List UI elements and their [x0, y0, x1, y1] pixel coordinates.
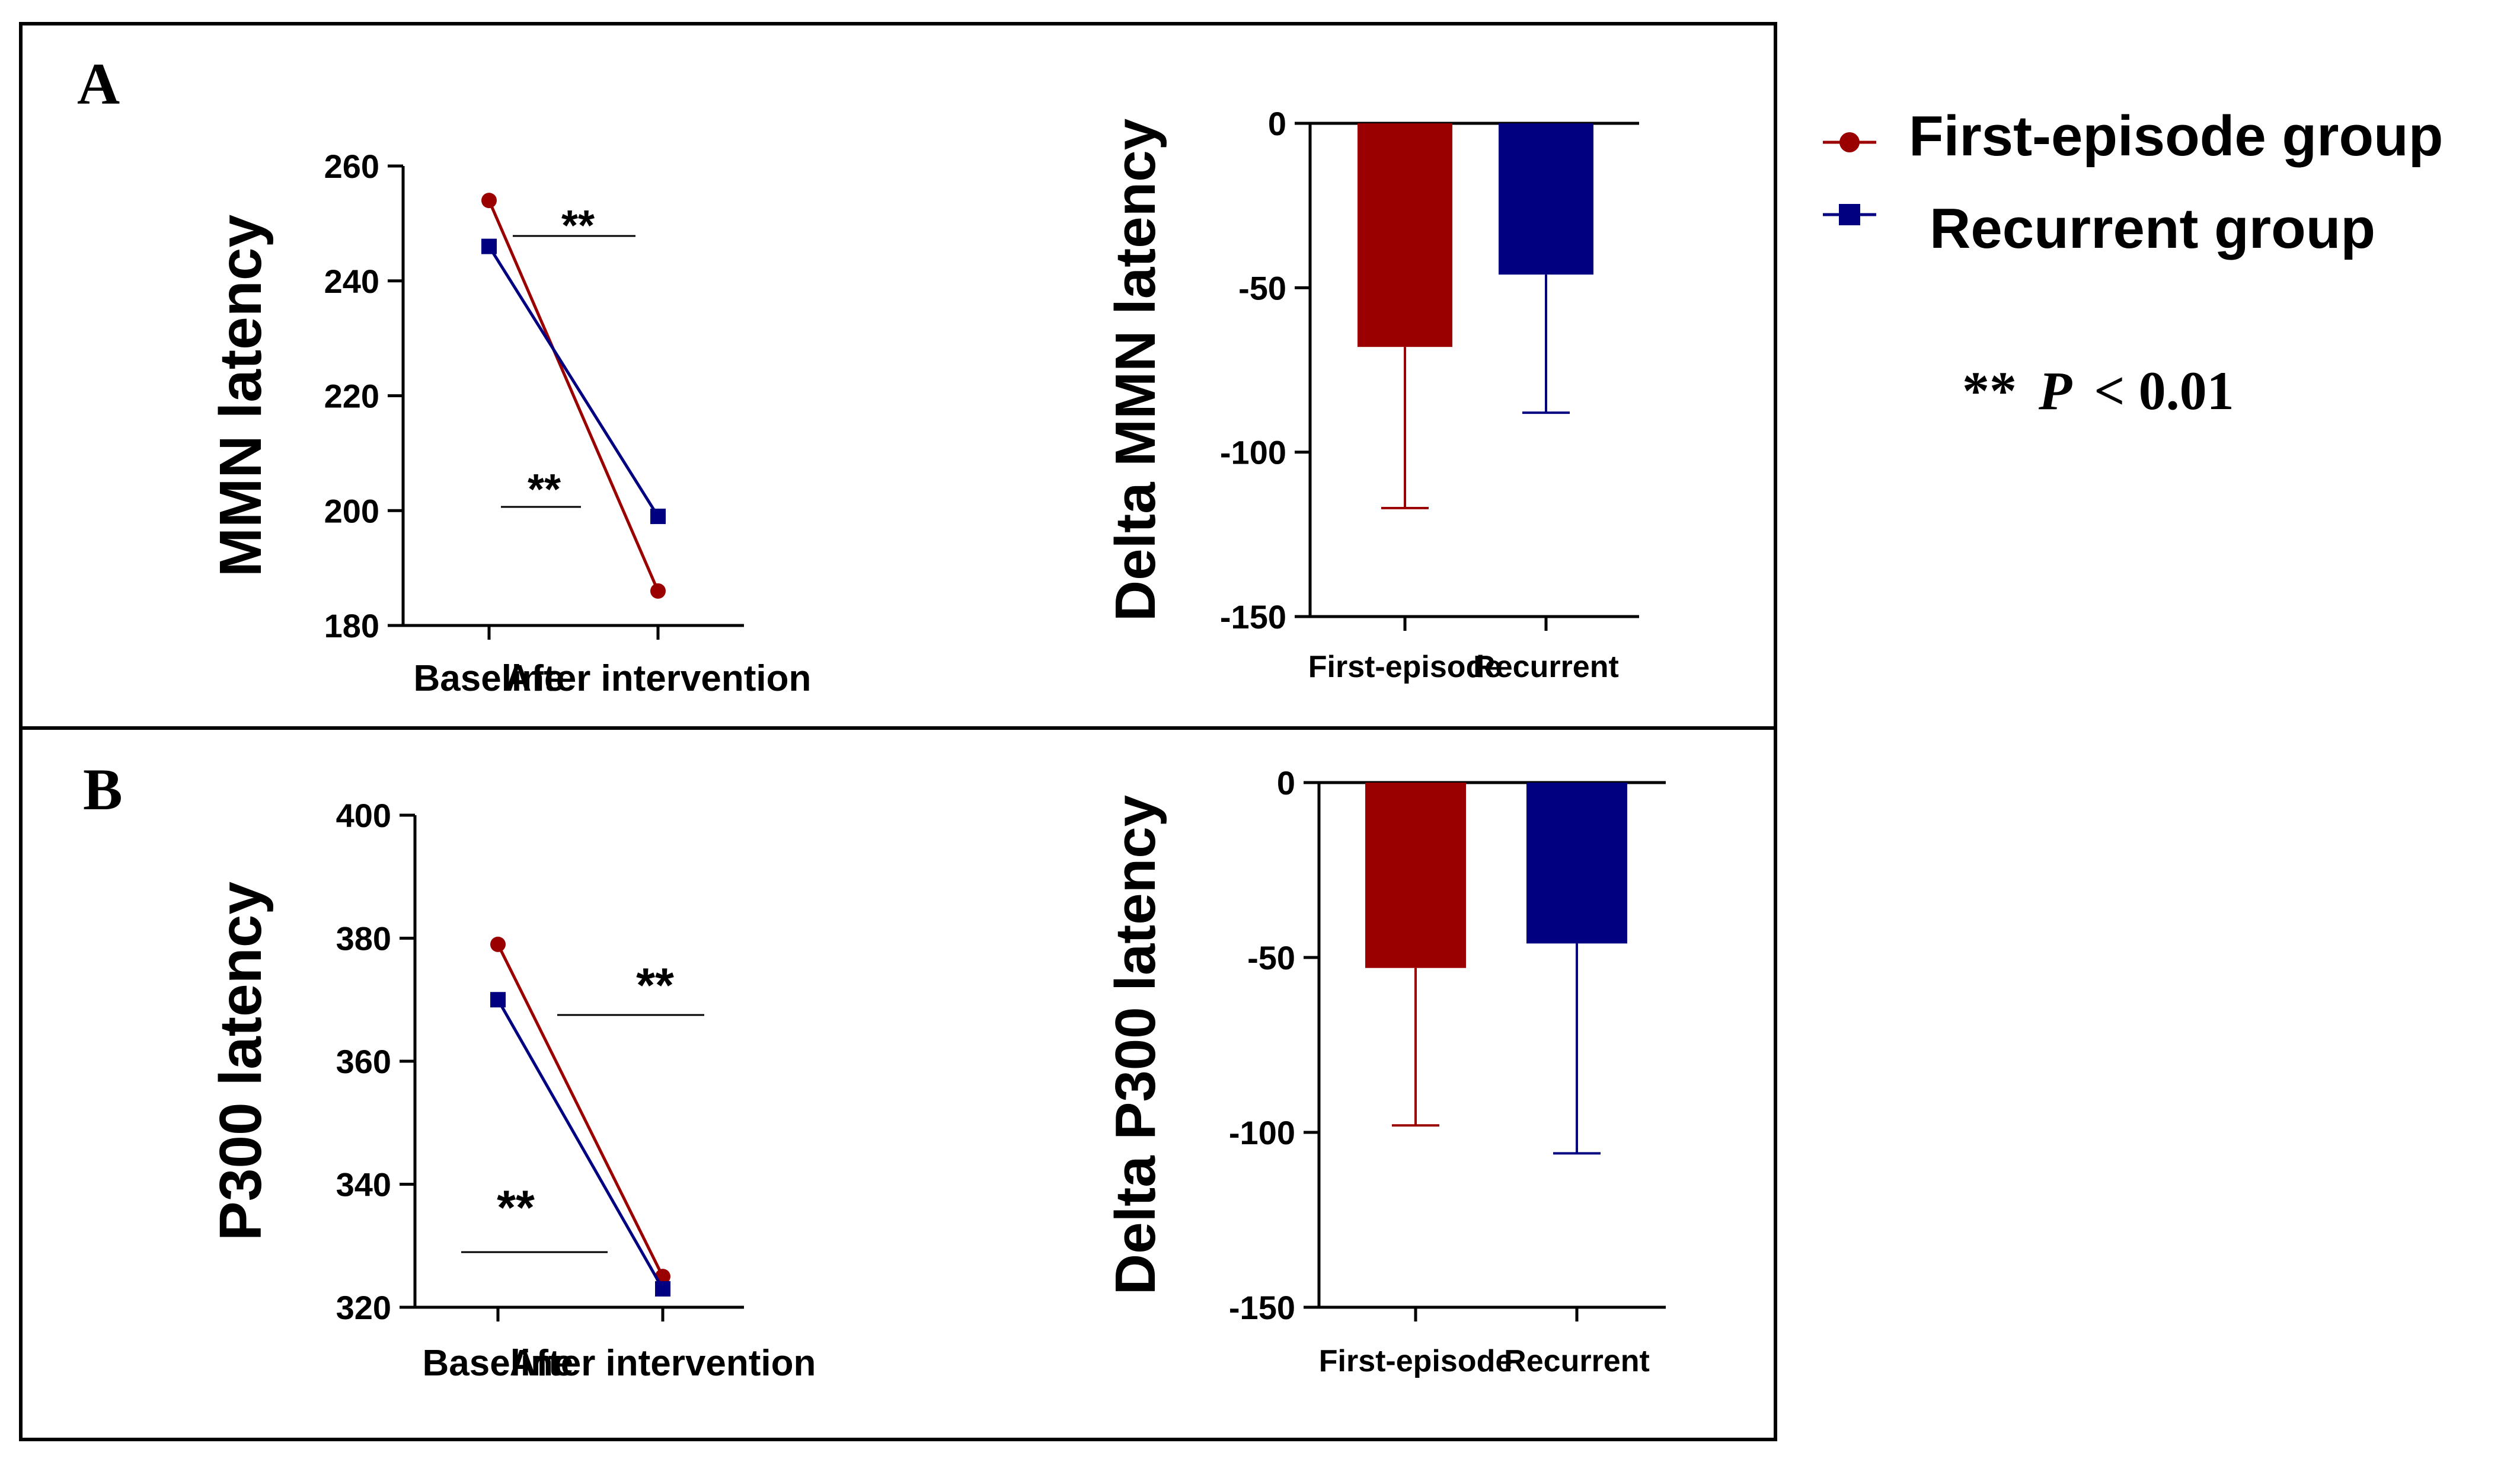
mmn-line-series-line-0 [487, 200, 660, 592]
mmn-line-y-tick-label: 220 [324, 378, 379, 415]
p300-delta-y-tick-label: -50 [1247, 939, 1295, 976]
significance-note-p: P [2038, 360, 2072, 421]
mmn-line-significance-stars-1: ** [528, 466, 561, 513]
mmn-line-x-tick-label: After intervention [505, 658, 812, 699]
p300-delta-y-tick-label: -100 [1229, 1114, 1295, 1151]
legend-first-episode-label: First-episode group [1909, 104, 2443, 168]
p300-line-y-tick-label: 340 [336, 1166, 391, 1204]
mmn-line-series-line-1 [487, 245, 660, 518]
p300-line-series-line-1 [496, 999, 665, 1290]
mmn-line-y-tick-label: 180 [324, 607, 379, 644]
mmn-delta-y-tick-label: 0 [1268, 105, 1286, 142]
significance-note: ** P < 0.01 [1962, 360, 2234, 421]
p300-line-y-tick-label: 400 [336, 797, 391, 834]
mmn-line-y-tick-label: 260 [324, 148, 379, 185]
panel-label-b: B [83, 756, 123, 822]
legend-first-episode-marker-icon [1839, 132, 1860, 152]
p300-delta-bar-0 [1365, 783, 1466, 968]
p300-line-x-tick-label: Baseline [422, 1343, 573, 1384]
mmn-line-y-tick-label: 240 [324, 263, 379, 300]
p300-line-series-line-0 [496, 943, 665, 1278]
legend-recurrent-label: Recurrent group [1930, 197, 2375, 260]
mmn-delta-x-tick-label: Recurrent [1473, 650, 1619, 684]
p300-delta-y-tick-label: 0 [1277, 764, 1295, 802]
mmn-line-point-1-1 [650, 508, 666, 524]
mmn-delta-y-axis-title: Delta MMN latency [1104, 119, 1167, 621]
p300-line-point-1-0 [490, 992, 506, 1008]
p300-line-y-tick-label: 380 [336, 920, 391, 957]
mmn-delta-bar-1 [1499, 123, 1593, 275]
mmn-line-point-1-0 [481, 238, 497, 254]
p300-line-significance-stars-0: ** [636, 959, 674, 1013]
legend-recurrent-marker-icon [1839, 204, 1860, 225]
p300-delta-y-tick-label: -150 [1229, 1289, 1295, 1326]
significance-note-stars: ** [1962, 360, 2017, 421]
p300-line-point-0-0 [490, 936, 506, 952]
mmn-delta-y-tick-label: -100 [1220, 434, 1286, 471]
p300-line-point-1-1 [655, 1281, 670, 1297]
legend: First-episode group Recurrent group [1823, 104, 2443, 260]
mmn-line-y-tick-label: 200 [324, 492, 379, 529]
significance-note-threshold: < 0.01 [2094, 360, 2234, 421]
p300-delta-y-axis-title: Delta P300 latency [1104, 795, 1167, 1295]
mmn-delta-bar-0 [1358, 123, 1452, 347]
mmn-delta-x-tick-label: First-episode [1308, 650, 1502, 684]
p300-delta-x-tick-label: First-episode [1319, 1344, 1513, 1378]
p300-delta-x-tick-label: Recurrent [1504, 1344, 1650, 1378]
mmn-line-point-0-0 [481, 193, 497, 209]
mmn-line-point-0-1 [650, 583, 666, 599]
p300-line-significance-stars-1: ** [497, 1181, 535, 1235]
mmn-line-y-axis-title: MMN latency [207, 215, 274, 577]
p300-line-y-axis-title: P300 latency [207, 882, 274, 1241]
mmn-line-x-tick-label: Baseline [413, 658, 564, 699]
p300-line-y-tick-label: 360 [336, 1043, 391, 1080]
panel-b-frame [19, 726, 1777, 1441]
p300-line-y-tick-label: 320 [336, 1289, 391, 1326]
p300-delta-bar-1 [1526, 783, 1627, 944]
mmn-delta-y-tick-label: -50 [1238, 269, 1286, 307]
mmn-line-significance-stars-0: ** [561, 202, 595, 250]
mmn-delta-y-tick-label: -150 [1220, 598, 1286, 636]
panel-label-a: A [77, 51, 120, 117]
p300-line-x-tick-label: After intervention [510, 1343, 816, 1384]
